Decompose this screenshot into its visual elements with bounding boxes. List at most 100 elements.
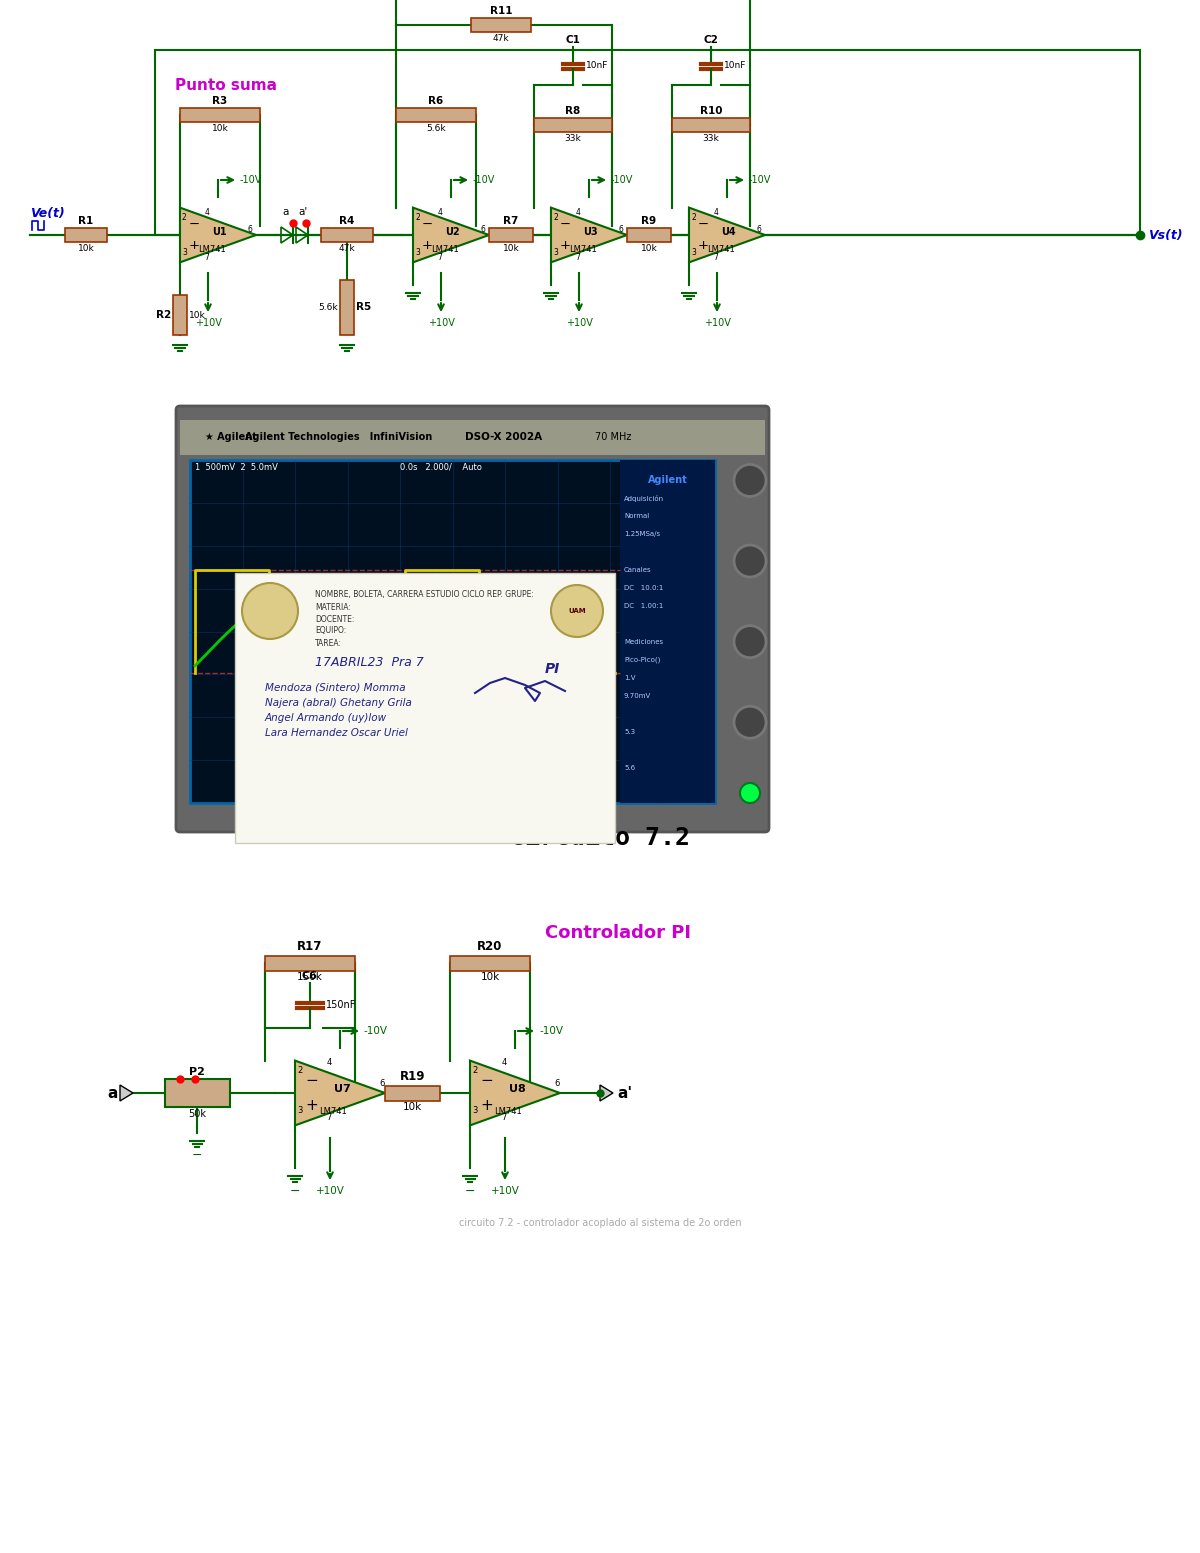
- Text: U2: U2: [445, 227, 461, 238]
- Text: −: −: [481, 1073, 493, 1089]
- Polygon shape: [551, 208, 628, 262]
- Text: −: −: [698, 217, 709, 231]
- Bar: [65, 228, 107, 242]
- Bar: [396, 109, 476, 123]
- Bar: [470, 19, 530, 33]
- Text: Najera (abral) Ghetany Grila: Najera (abral) Ghetany Grila: [265, 697, 412, 708]
- Text: 4: 4: [437, 208, 442, 217]
- Text: Lara Hernandez Oscar Uriel: Lara Hernandez Oscar Uriel: [265, 728, 408, 738]
- Text: 10nF: 10nF: [586, 62, 608, 70]
- Text: 5.3: 5.3: [624, 728, 635, 735]
- Circle shape: [734, 626, 766, 657]
- Text: circuito 7.2 - controlador acoplado al sistema de 2o orden: circuito 7.2 - controlador acoplado al s…: [458, 1218, 742, 1228]
- Text: C6: C6: [302, 971, 318, 981]
- Text: R20: R20: [478, 941, 503, 954]
- Text: 10k: 10k: [78, 244, 95, 253]
- Bar: [385, 1086, 440, 1101]
- Text: −: −: [306, 1073, 318, 1089]
- Text: Punto suma: Punto suma: [175, 78, 277, 93]
- Text: 4: 4: [502, 1058, 506, 1067]
- Text: a: a: [108, 1086, 118, 1101]
- Text: −: −: [560, 217, 571, 231]
- Text: 10nF: 10nF: [724, 62, 746, 70]
- Text: 33k: 33k: [703, 134, 719, 143]
- Text: 1  500mV  2  5.0mV: 1 500mV 2 5.0mV: [194, 463, 278, 472]
- Text: -10V: -10V: [611, 175, 634, 185]
- Bar: [450, 955, 530, 971]
- Text: -10V: -10V: [539, 1027, 563, 1036]
- Text: +10V: +10V: [316, 1186, 344, 1196]
- Text: R17: R17: [298, 941, 323, 954]
- Text: R11: R11: [490, 6, 512, 16]
- Text: LM741: LM741: [198, 245, 226, 255]
- Bar: [180, 109, 260, 123]
- Polygon shape: [470, 1061, 560, 1126]
- Text: 3: 3: [298, 1106, 302, 1115]
- Bar: [190, 460, 715, 803]
- Text: 10k: 10k: [190, 311, 205, 320]
- Text: −: −: [192, 1149, 203, 1162]
- Text: −: −: [464, 1185, 475, 1197]
- Text: 33k: 33k: [565, 134, 581, 143]
- Text: R1: R1: [78, 216, 94, 227]
- Text: U1: U1: [212, 227, 227, 238]
- Text: 0.0s   2.000/    Auto: 0.0s 2.000/ Auto: [400, 463, 482, 472]
- Circle shape: [551, 585, 604, 637]
- Text: Vs(t): Vs(t): [1148, 228, 1183, 242]
- Bar: [672, 118, 750, 132]
- Text: -10V: -10V: [364, 1027, 388, 1036]
- Text: R8: R8: [565, 106, 581, 116]
- Text: +: +: [422, 239, 433, 252]
- Text: 47k: 47k: [493, 34, 509, 43]
- Text: 7: 7: [437, 253, 442, 261]
- Text: -10V: -10V: [749, 175, 772, 185]
- Text: 2: 2: [415, 213, 420, 222]
- Text: 2: 2: [691, 213, 696, 222]
- Text: DC   1.00:1: DC 1.00:1: [624, 603, 664, 609]
- Text: 1.V: 1.V: [624, 676, 636, 682]
- Text: 4: 4: [575, 208, 580, 217]
- FancyBboxPatch shape: [235, 573, 616, 843]
- Text: 150k: 150k: [298, 972, 323, 983]
- Circle shape: [734, 545, 766, 578]
- Text: Controlador PI: Controlador PI: [545, 924, 691, 943]
- Text: 2: 2: [182, 213, 187, 222]
- Text: Agilent Technologies   InfiniVision: Agilent Technologies InfiniVision: [245, 432, 432, 443]
- Bar: [155, 50, 1140, 235]
- Text: DC   10.0:1: DC 10.0:1: [624, 585, 664, 592]
- Text: −: −: [188, 217, 200, 231]
- Text: R19: R19: [400, 1070, 425, 1084]
- Text: Agilent: Agilent: [648, 475, 688, 485]
- Text: Adquisición: Adquisición: [624, 494, 664, 502]
- Text: TAREA:: TAREA:: [314, 638, 342, 648]
- Text: circuito 7.2: circuito 7.2: [510, 826, 690, 849]
- Text: R5: R5: [356, 303, 371, 312]
- FancyBboxPatch shape: [176, 405, 769, 832]
- Bar: [180, 419, 766, 455]
- Text: 9.70mV: 9.70mV: [624, 693, 652, 699]
- Text: +10V: +10V: [703, 318, 731, 328]
- Text: -10V: -10V: [473, 175, 496, 185]
- Text: PI: PI: [545, 662, 560, 676]
- Text: 10k: 10k: [641, 244, 658, 253]
- Text: +: +: [306, 1098, 318, 1114]
- Text: +: +: [188, 239, 200, 252]
- Text: 7: 7: [575, 253, 580, 261]
- Text: 10k: 10k: [480, 972, 499, 983]
- Text: +: +: [698, 239, 709, 252]
- Text: R7: R7: [503, 216, 518, 227]
- Text: U3: U3: [583, 227, 599, 238]
- Text: 6: 6: [554, 1079, 559, 1089]
- Text: 3: 3: [553, 247, 558, 256]
- Text: 3: 3: [182, 247, 187, 256]
- Text: 50k: 50k: [188, 1109, 206, 1120]
- Text: LM741: LM741: [494, 1106, 522, 1115]
- Polygon shape: [295, 1061, 385, 1126]
- Text: +: +: [481, 1098, 493, 1114]
- Text: 10k: 10k: [211, 124, 228, 134]
- Text: a': a': [299, 207, 307, 217]
- Bar: [322, 228, 373, 242]
- Bar: [620, 460, 715, 803]
- Text: U7: U7: [334, 1084, 350, 1093]
- Text: U4: U4: [721, 227, 737, 238]
